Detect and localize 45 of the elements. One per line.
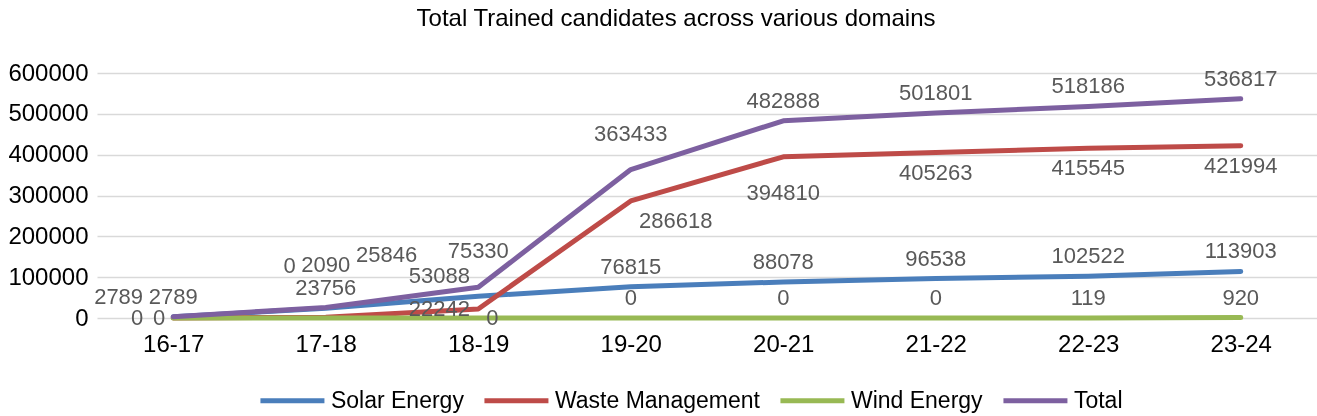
x-tick-label: 19-20 [600, 329, 662, 357]
data-label: 394810 [746, 179, 820, 205]
data-label: 536817 [1204, 65, 1278, 91]
data-label: 96538 [905, 245, 967, 271]
legend-label: Wind Energy [850, 386, 984, 413]
data-label: 518186 [1051, 73, 1125, 99]
y-tick-label: 600000 [8, 58, 89, 86]
y-tick-label: 100000 [8, 262, 89, 290]
legend-label: Solar Energy [330, 386, 465, 413]
data-label: 0 [624, 285, 637, 310]
data-label: 113903 [1204, 238, 1277, 264]
x-tick-label: 22-23 [1058, 329, 1120, 357]
data-label: 102522 [1051, 243, 1125, 269]
chart-title: Total Trained candidates across various domains [416, 4, 936, 31]
data-label: 75330 [447, 238, 509, 264]
data-label: 363433 [594, 120, 668, 146]
data-label: 405263 [899, 159, 973, 185]
y-tick-label: 500000 [8, 99, 89, 127]
data-label: 415545 [1051, 155, 1125, 181]
data-label: 0 [929, 285, 942, 310]
data-label: 501801 [899, 80, 973, 106]
data-label: 23756 [295, 275, 357, 301]
y-tick-label: 200000 [8, 221, 89, 249]
data-label: 76815 [600, 253, 662, 279]
data-label: 920 [1222, 284, 1260, 310]
y-tick-label: 300000 [8, 181, 89, 208]
x-tick-label: 17-18 [295, 329, 357, 357]
data-label: 286618 [639, 207, 713, 233]
data-label: 119 [1070, 284, 1106, 310]
data-label: 421994 [1204, 152, 1278, 178]
x-tick-label: 20-21 [753, 329, 815, 357]
data-label: 0 [283, 253, 296, 278]
y-tick-label: 0 [75, 303, 89, 331]
x-tick-label: 21-22 [905, 329, 967, 357]
x-tick-label: 18-19 [448, 329, 510, 357]
data-label: 482888 [746, 87, 820, 113]
data-label: 0 [486, 305, 499, 330]
x-tick-label: 23-24 [1210, 329, 1272, 357]
legend-label: Waste Management [554, 386, 761, 413]
y-tick-label: 400000 [8, 140, 89, 168]
data-label: 0 [777, 285, 790, 310]
data-label: 2090 [301, 252, 351, 278]
legend-label: Total [1073, 386, 1123, 413]
data-label: 88078 [752, 249, 814, 275]
x-tick-label: 16-17 [143, 329, 205, 357]
